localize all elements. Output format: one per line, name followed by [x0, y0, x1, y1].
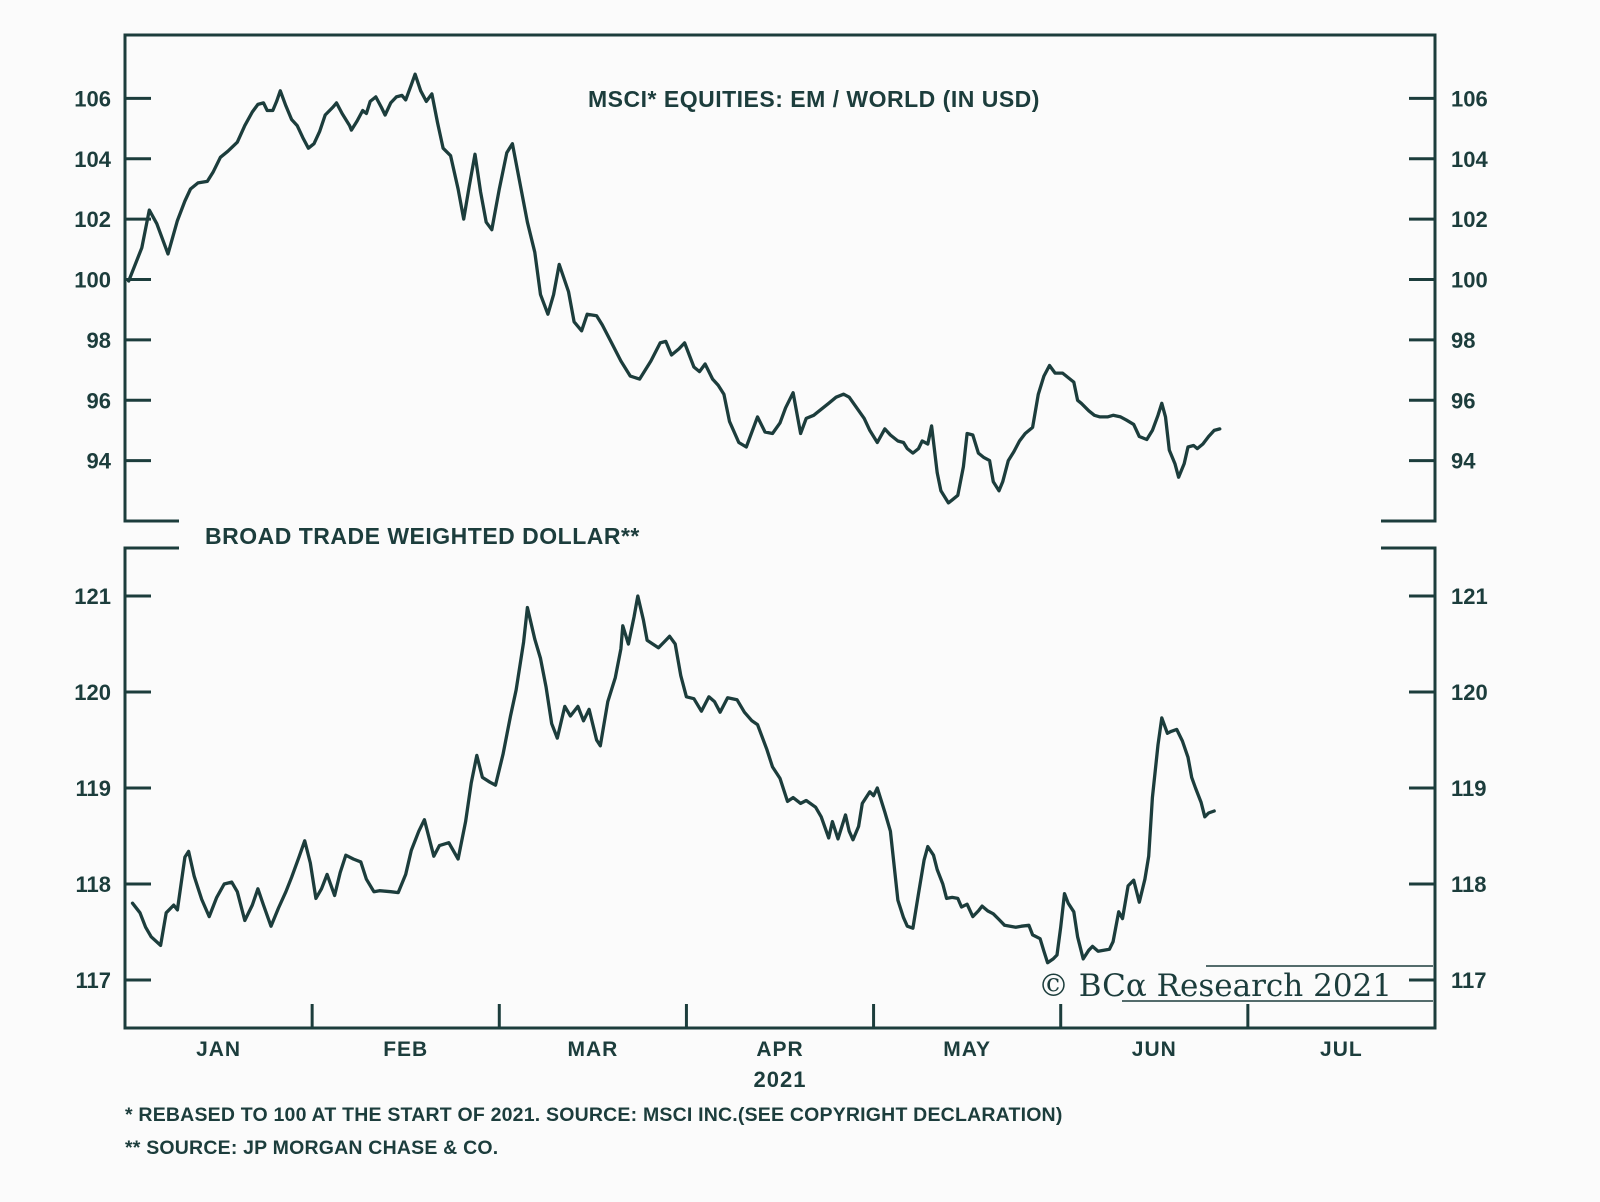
y-tick-label-right: 96 [1451, 388, 1475, 413]
x-axis-label-may: MAY [943, 1038, 991, 1061]
y-tick-label-right: 100 [1451, 268, 1488, 293]
y-tick-label-left: 94 [87, 449, 112, 474]
panel-frames [123, 33, 1437, 1030]
copyright-text: © BCα Research 2021 [1038, 968, 1392, 1004]
y-tick-label-left: 104 [74, 147, 111, 172]
panel-title-msci: MSCI* EQUITIES: EM / WORLD (IN USD) [588, 86, 1040, 112]
y-tick-label-left: 96 [87, 388, 111, 413]
footnote-msci-source: * REBASED TO 100 AT THE START OF 2021. S… [125, 1104, 1063, 1126]
y-tick-label-right: 104 [1451, 147, 1488, 172]
y-tick-label-right: 102 [1451, 207, 1488, 232]
y-tick-label-right: 117 [1451, 968, 1487, 993]
x-axis-label-jun: JUN [1132, 1038, 1177, 1061]
panel-frame [123, 33, 1437, 523]
y-tick-label-right: 119 [1451, 776, 1487, 801]
y-tick-label-left: 121 [74, 584, 111, 609]
y-tick-label-left: 120 [74, 680, 111, 705]
trade-weighted-dollar-line [130, 594, 1216, 965]
y-tick-label-right: 120 [1451, 680, 1488, 705]
footnote-dollar-source: ** SOURCE: JP MORGAN CHASE & CO. [125, 1137, 498, 1159]
y-tick-label-left: 106 [74, 86, 111, 111]
y-tick-label-right: 121 [1451, 584, 1488, 609]
y-tick-label-right: 98 [1451, 328, 1475, 353]
x-axis-year: 2021 [754, 1067, 807, 1092]
y-tick-label-left: 117 [76, 968, 112, 993]
panel-title-dollar: BROAD TRADE WEIGHTED DOLLAR** [205, 523, 640, 549]
y-tick-label-left: 98 [87, 328, 111, 353]
y-tick-label-left: 102 [74, 207, 111, 232]
y-tick-label-right: 118 [1451, 872, 1487, 897]
msci-em-world-line [127, 72, 1222, 505]
y-tick-label-right: 94 [1451, 449, 1476, 474]
x-axis-label-apr: APR [756, 1038, 803, 1061]
x-axis-label-mar: MAR [567, 1038, 618, 1061]
y-tick-label-left: 118 [76, 872, 112, 897]
axis-ticks [125, 96, 1435, 1028]
panel-frame [123, 546, 1437, 1030]
x-axis-label-jan: JAN [196, 1038, 241, 1061]
y-tick-label-right: 106 [1451, 86, 1488, 111]
axis-tick-labels: 94 94 96 96 98 98 100 100 102 102 104 104 106 106 117 1… [74, 86, 1488, 993]
y-tick-label-left: 100 [74, 268, 111, 293]
x-axis-label-feb: FEB [383, 1038, 428, 1061]
x-axis-label-jul: JUL [1320, 1038, 1363, 1061]
y-tick-label-left: 119 [76, 776, 112, 801]
